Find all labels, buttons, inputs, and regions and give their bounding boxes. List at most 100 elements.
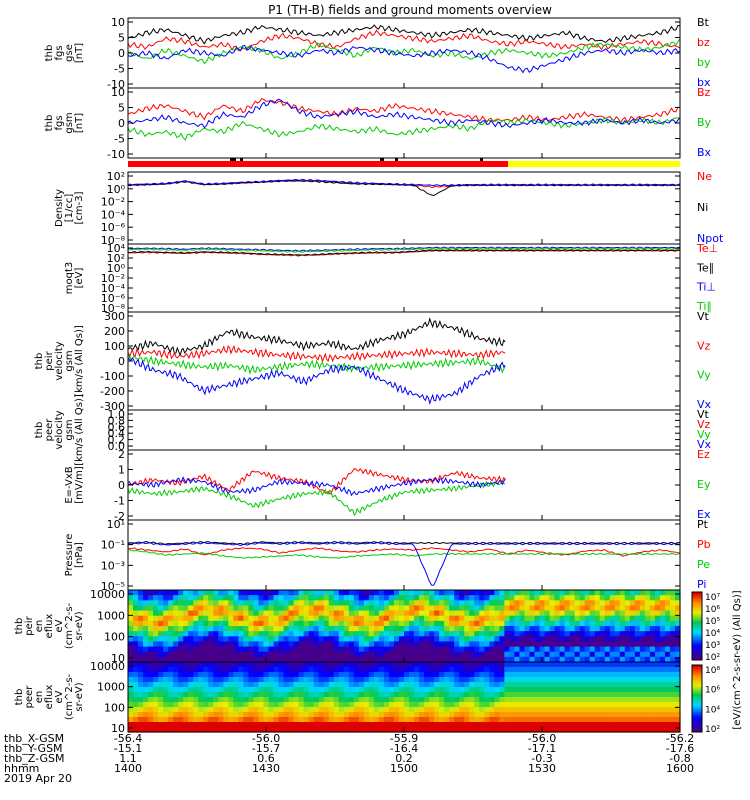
spectrogram-cell xyxy=(248,722,255,728)
spectrogram-cell xyxy=(514,722,521,728)
spectrogram-cell xyxy=(614,600,621,607)
spectrogram-cell xyxy=(449,687,455,693)
spectrogram-cell xyxy=(353,667,360,673)
spectrogram-cell xyxy=(228,646,234,653)
spectrogram-cell xyxy=(634,687,641,693)
spectrogram-cell xyxy=(669,646,676,653)
spectrogram-cell xyxy=(303,620,310,627)
spectrogram-cell xyxy=(303,615,310,622)
spectrogram-cell xyxy=(499,636,505,643)
spectrogram-cell xyxy=(308,707,315,713)
spectrogram-cell xyxy=(424,727,430,733)
spectrogram-cell xyxy=(509,615,515,622)
spectrogram-cell xyxy=(363,620,370,627)
spectrogram-cell xyxy=(213,692,219,698)
spectrogram-cell xyxy=(178,702,184,708)
spectrogram-cell xyxy=(158,595,164,601)
spectrogram-cell xyxy=(333,610,340,617)
y-axis-title: velocity xyxy=(54,341,65,380)
spectrogram-cell xyxy=(514,636,521,643)
spectrogram-cell xyxy=(509,672,515,678)
y-tick-label: 0.2 xyxy=(108,434,126,447)
spectrogram-cell xyxy=(183,717,189,723)
spectrogram-cell xyxy=(188,692,194,698)
spectrogram-cell xyxy=(554,712,561,718)
spectrogram-cell xyxy=(283,631,290,637)
spectrogram-cell xyxy=(489,620,495,627)
spectrogram-cell xyxy=(409,626,415,632)
spectrogram-cell xyxy=(444,667,450,673)
spectrogram-cell xyxy=(469,712,475,718)
spectrogram-cell xyxy=(659,636,666,643)
spectrogram-cell xyxy=(168,677,174,683)
spectrogram-cell xyxy=(398,702,405,708)
spectrogram-cell xyxy=(454,651,460,658)
spectrogram-cell xyxy=(388,631,395,637)
spectrogram-cell xyxy=(298,590,305,596)
y-tick-label: 100 xyxy=(104,340,125,353)
spectrogram-cell xyxy=(168,662,174,668)
spectrogram-cell xyxy=(198,600,204,607)
spectrogram-cell xyxy=(143,600,149,607)
spectrogram-cell xyxy=(419,707,425,713)
y-axis-title: sr-eV) xyxy=(74,682,85,711)
spectrogram-cell xyxy=(409,636,415,643)
spectrogram-cell xyxy=(158,590,164,596)
spectrogram-cell xyxy=(644,610,651,617)
spectrogram-cell xyxy=(579,672,586,678)
spectrogram-cell xyxy=(584,651,591,658)
spectrogram-cell xyxy=(278,605,285,612)
spectrogram-cell xyxy=(188,590,194,596)
y-tick-label: 1000 xyxy=(97,681,125,694)
spectrogram-cell xyxy=(253,631,260,637)
spectrogram-cell xyxy=(579,697,586,703)
spectrogram-cell xyxy=(158,656,164,663)
spectrogram-cell xyxy=(388,605,395,612)
spectrogram-cell xyxy=(318,620,325,627)
spectrogram-cell xyxy=(539,692,546,698)
spectrogram-cell xyxy=(429,656,435,663)
spectrogram-cell xyxy=(634,610,641,617)
spectrogram-cell xyxy=(138,605,144,612)
spectrogram-cell xyxy=(469,692,475,698)
spectrogram-cell xyxy=(163,641,169,648)
spectrogram-cell xyxy=(559,620,566,627)
spectrogram-cell xyxy=(223,626,229,632)
spectrogram-cell xyxy=(153,641,159,648)
series-line-bz xyxy=(128,29,680,52)
spectrogram-cell xyxy=(589,712,596,718)
spectrogram-cell xyxy=(644,692,651,698)
spectrogram-cell xyxy=(524,610,531,617)
spectrogram-cell xyxy=(609,636,616,643)
spectrogram-cell xyxy=(228,590,234,596)
spectrogram-cell xyxy=(459,626,465,632)
spectrogram-cell xyxy=(203,610,209,617)
spectrogram-cell xyxy=(283,595,290,601)
spectrogram-cell xyxy=(293,717,300,723)
spectrogram-cell xyxy=(564,727,571,733)
spectrogram-cell xyxy=(454,631,460,637)
spectrogram-cell xyxy=(138,610,144,617)
spectrogram-cell xyxy=(368,672,375,678)
spectrogram-cell xyxy=(449,636,455,643)
spectrogram-cell xyxy=(303,727,310,733)
spectrogram-cell xyxy=(373,667,380,673)
spectrogram-cell xyxy=(173,615,179,622)
spectrogram-cell xyxy=(288,595,295,601)
spectrogram-cell xyxy=(183,636,189,643)
spectrogram-cell xyxy=(659,610,666,617)
spectrogram-cell xyxy=(439,687,445,693)
spectrogram-cell xyxy=(469,672,475,678)
spectrogram-cell xyxy=(609,717,616,723)
spectrogram-cell xyxy=(419,677,425,683)
spectrogram-cell xyxy=(263,697,270,703)
spectrogram-cell xyxy=(238,697,245,703)
spectrogram-cell xyxy=(398,656,405,663)
spectrogram-cell xyxy=(639,641,646,648)
spectrogram-cell xyxy=(459,636,465,643)
spectrogram-cell xyxy=(589,667,596,673)
spectrogram-cell xyxy=(383,590,390,596)
spectrogram-cell xyxy=(243,677,250,683)
spectrogram-cell xyxy=(409,702,415,708)
spectrogram-cell xyxy=(158,600,164,607)
